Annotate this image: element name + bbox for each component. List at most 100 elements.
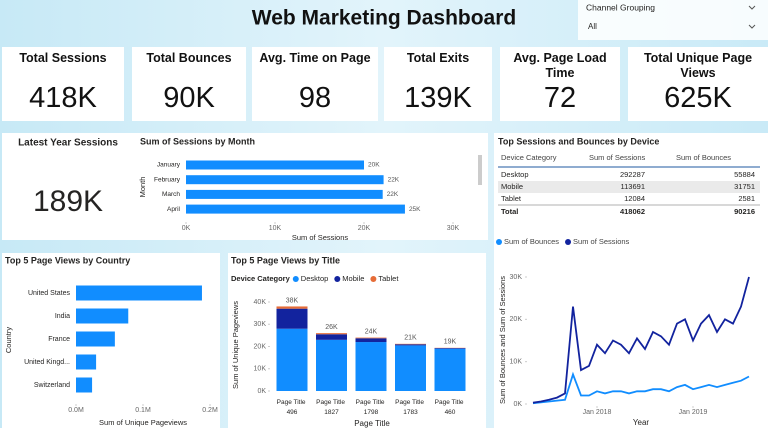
category-label: January: [157, 162, 181, 169]
table-title: Top Sessions and Bounces by Device: [498, 136, 659, 146]
y-tick-label: 30K: [254, 321, 267, 328]
y-tick-label: 40K: [254, 299, 267, 306]
kpi-value: 625K: [664, 82, 732, 114]
slicer-box[interactable]: [578, 0, 768, 40]
kpi-card: Avg. Time on Page 98: [252, 47, 378, 121]
table-cell: Total: [501, 207, 518, 216]
legend-swatch: [292, 276, 299, 282]
x-axis-title: Year: [633, 418, 650, 427]
category-label: Switzerland: [34, 382, 70, 389]
kpi-label: Avg. Page Load Time: [513, 51, 607, 80]
data-label: 25K: [409, 206, 421, 213]
kpi-label: Total Bounces: [146, 51, 232, 65]
category-label: April: [167, 206, 181, 213]
x-tick-label: 0K: [182, 225, 191, 232]
card-value: 189K: [33, 185, 103, 218]
table-cell: 2581: [738, 194, 755, 203]
category-label: Page Title 496: [277, 399, 308, 416]
y-tick-label: 10K: [254, 366, 267, 373]
bar-segment: [434, 348, 466, 391]
category-label: Page Title 1783: [395, 399, 426, 416]
legend-swatch: [334, 276, 341, 282]
bar-segment: [276, 306, 308, 309]
table-cell: 113691: [621, 182, 645, 191]
kpi-value: 418K: [29, 82, 97, 114]
bar: [76, 377, 93, 393]
table-cell: 31751: [734, 182, 755, 191]
total-label: 38K: [286, 297, 299, 304]
bar-segment: [355, 342, 387, 391]
kpi-card: Total Sessions 418K: [2, 47, 124, 121]
category-label: Page Title 1827: [316, 399, 347, 416]
legend-label: Tablet: [378, 274, 399, 283]
category-label: United States: [28, 290, 71, 297]
y-axis-title: Sum of Unique Pageviews: [231, 301, 240, 389]
data-label: 20K: [368, 162, 380, 169]
category-label: February: [154, 176, 181, 183]
data-label: 22K: [387, 191, 399, 198]
kpi-label: Total Sessions: [19, 51, 107, 65]
table-cell: 292287: [620, 170, 645, 179]
legend-label: Sum of Sessions: [573, 237, 630, 246]
y-tick-label: 0K: [257, 388, 266, 395]
legend-label: Desktop: [301, 274, 329, 283]
bar: [186, 204, 405, 214]
bar-segment: [355, 338, 387, 343]
y-tick-label: 10K: [510, 359, 523, 366]
kpi-value: 98: [298, 82, 332, 114]
x-tick-label: 0.2M: [202, 407, 218, 414]
legend-swatch: [565, 239, 572, 245]
table-cell: 418062: [620, 207, 645, 216]
x-tick-label: 0.0M: [68, 407, 84, 414]
bar: [186, 175, 384, 185]
slicer-label: Channel Grouping: [586, 2, 655, 12]
legend-title: Device Category: [231, 274, 291, 283]
bar: [186, 160, 364, 170]
category-label: France: [48, 336, 70, 343]
table-cell: Desktop: [501, 170, 529, 179]
kpi-value: 72: [543, 82, 577, 114]
x-tick-label: Jan 2018: [583, 409, 612, 416]
legend-label: Sum of Bounces: [504, 237, 559, 246]
slicer-value[interactable]: All: [588, 22, 597, 31]
bar-segment: [355, 337, 387, 339]
scrollbar[interactable]: [478, 155, 482, 185]
kpi-card: Avg. Page Load Time 72: [500, 47, 620, 121]
bar: [76, 331, 115, 347]
row-shade: [498, 181, 760, 193]
line-series: [532, 276, 750, 404]
bar: [76, 308, 129, 324]
x-axis-title: Sum of Unique Pageviews: [99, 418, 187, 427]
table-cell: Mobile: [501, 182, 523, 191]
line-series: [532, 371, 750, 405]
column-header: Sum of Bounces: [676, 153, 731, 162]
legend-swatch: [370, 276, 377, 282]
bar-segment: [434, 348, 466, 349]
y-tick-label: 0K: [513, 401, 522, 408]
bar: [76, 285, 202, 301]
kpi-label: Total Unique Page Views: [643, 51, 753, 80]
column-header: Sum of Sessions: [589, 153, 646, 162]
legend-swatch: [496, 239, 502, 245]
bar-segment: [395, 344, 426, 346]
chart-title: Sum of Sessions by Month: [140, 136, 255, 146]
y-axis-title: Month: [138, 177, 147, 198]
bar-segment: [276, 308, 308, 329]
category-label: Page Title 1798: [356, 399, 387, 416]
kpi-value: 90K: [163, 82, 215, 114]
y-axis-title: Sum of Bounces and Sum of Sessions: [498, 276, 507, 404]
card-label: Latest Year Sessions: [18, 138, 118, 149]
bar-segment: [276, 328, 308, 391]
y-axis-title: Country: [4, 327, 13, 354]
chevron[interactable]: [748, 5, 756, 29]
kpi-card: Total Exits 139K: [384, 47, 492, 121]
kpi-card: Total Bounces 90K: [132, 47, 246, 121]
data-label: 22K: [388, 176, 400, 183]
chart-title: Top 5 Page Views by Country: [5, 255, 130, 265]
total-label: 19K: [444, 339, 457, 346]
legend-label: Mobile: [342, 274, 364, 283]
kpi-value: 139K: [404, 82, 472, 114]
x-tick-label: 30K: [447, 225, 460, 232]
column-header: Device Category: [501, 153, 557, 162]
